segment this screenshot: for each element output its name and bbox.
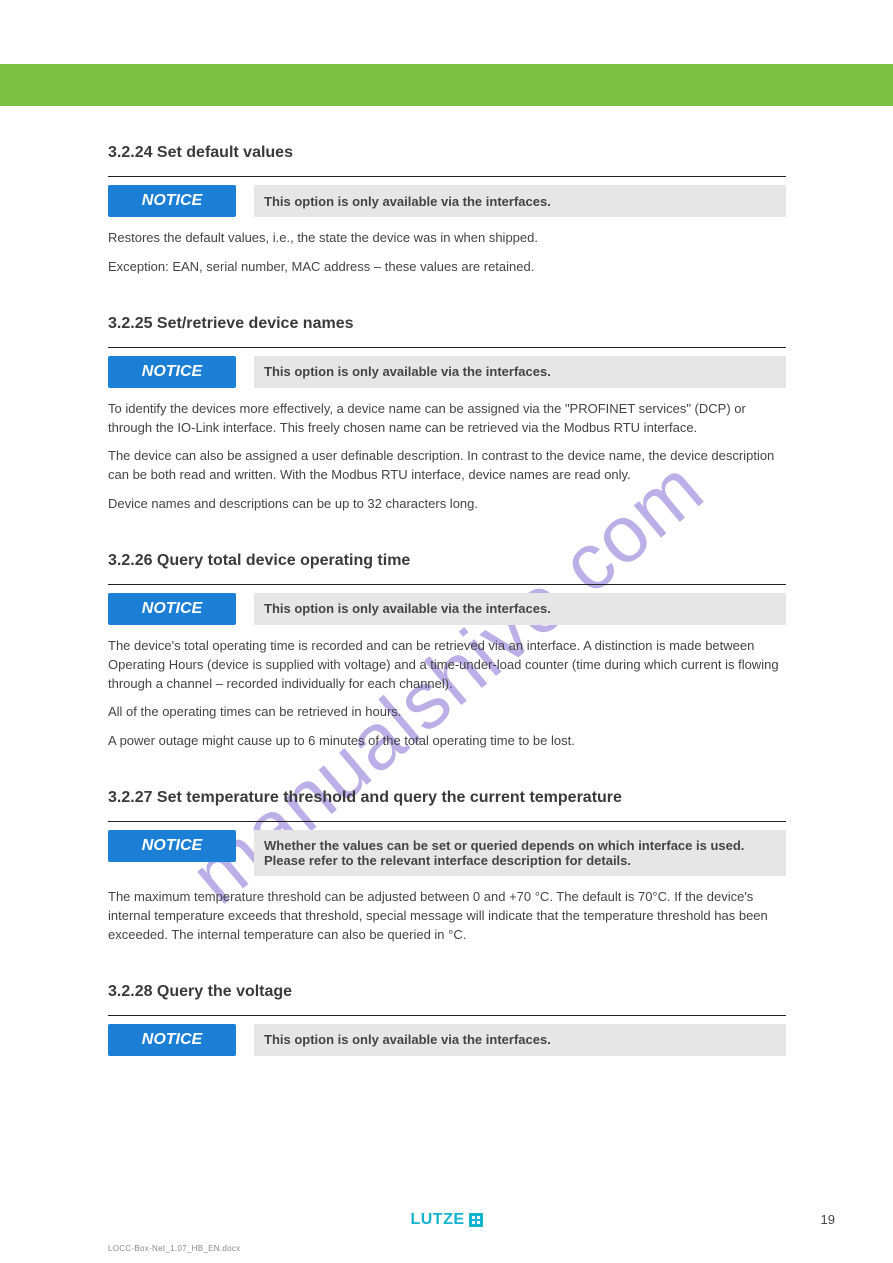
- page-content: 3.2.24 Set default values NOTICE This op…: [108, 144, 786, 1056]
- section-title: 3.2.24 Set default values: [108, 144, 786, 162]
- notice-text: This option is only available via the in…: [254, 356, 786, 388]
- divider: [108, 821, 786, 822]
- section-title: 3.2.26 Query total device operating time: [108, 552, 786, 570]
- notice-block: NOTICE This option is only available via…: [108, 1024, 786, 1056]
- notice-text: Whether the values can be set or queried…: [254, 830, 786, 876]
- page-number: 19: [821, 1212, 835, 1227]
- paragraph: Restores the default values, i.e., the s…: [108, 229, 786, 248]
- notice-text: This option is only available via the in…: [254, 593, 786, 625]
- paragraph: Exception: EAN, serial number, MAC addre…: [108, 258, 786, 277]
- paragraph: A power outage might cause up to 6 minut…: [108, 732, 786, 751]
- notice-badge: NOTICE: [108, 830, 236, 862]
- notice-block: NOTICE Whether the values can be set or …: [108, 830, 786, 876]
- divider: [108, 347, 786, 348]
- paragraph: To identify the devices more effectively…: [108, 400, 786, 438]
- notice-badge: NOTICE: [108, 185, 236, 217]
- notice-badge: NOTICE: [108, 593, 236, 625]
- notice-block: NOTICE This option is only available via…: [108, 356, 786, 388]
- paragraph: The device's total operating time is rec…: [108, 637, 786, 694]
- section-body: The device's total operating time is rec…: [108, 637, 786, 751]
- section-body: To identify the devices more effectively…: [108, 400, 786, 514]
- footer-logo: LUTZE: [410, 1211, 482, 1229]
- section-body: Restores the default values, i.e., the s…: [108, 229, 786, 277]
- paragraph: The maximum temperature threshold can be…: [108, 888, 786, 945]
- notice-text: This option is only available via the in…: [254, 185, 786, 217]
- divider: [108, 176, 786, 177]
- notice-block: NOTICE This option is only available via…: [108, 185, 786, 217]
- section-body: The maximum temperature threshold can be…: [108, 888, 786, 945]
- paragraph: All of the operating times can be retrie…: [108, 703, 786, 722]
- logo-text: LUTZE: [410, 1211, 464, 1229]
- notice-badge: NOTICE: [108, 1024, 236, 1056]
- header-bar: [0, 64, 893, 106]
- section-title: 3.2.25 Set/retrieve device names: [108, 315, 786, 333]
- section-title: 3.2.28 Query the voltage: [108, 983, 786, 1001]
- paragraph: The device can also be assigned a user d…: [108, 447, 786, 485]
- logo-icon: [469, 1213, 483, 1227]
- section-title: 3.2.27 Set temperature threshold and que…: [108, 789, 786, 807]
- divider: [108, 1015, 786, 1016]
- paragraph: Device names and descriptions can be up …: [108, 495, 786, 514]
- doc-id: LOCC-Box-Net_1.07_HB_EN.docx: [108, 1244, 240, 1253]
- notice-text: This option is only available via the in…: [254, 1024, 786, 1056]
- divider: [108, 584, 786, 585]
- notice-block: NOTICE This option is only available via…: [108, 593, 786, 625]
- notice-badge: NOTICE: [108, 356, 236, 388]
